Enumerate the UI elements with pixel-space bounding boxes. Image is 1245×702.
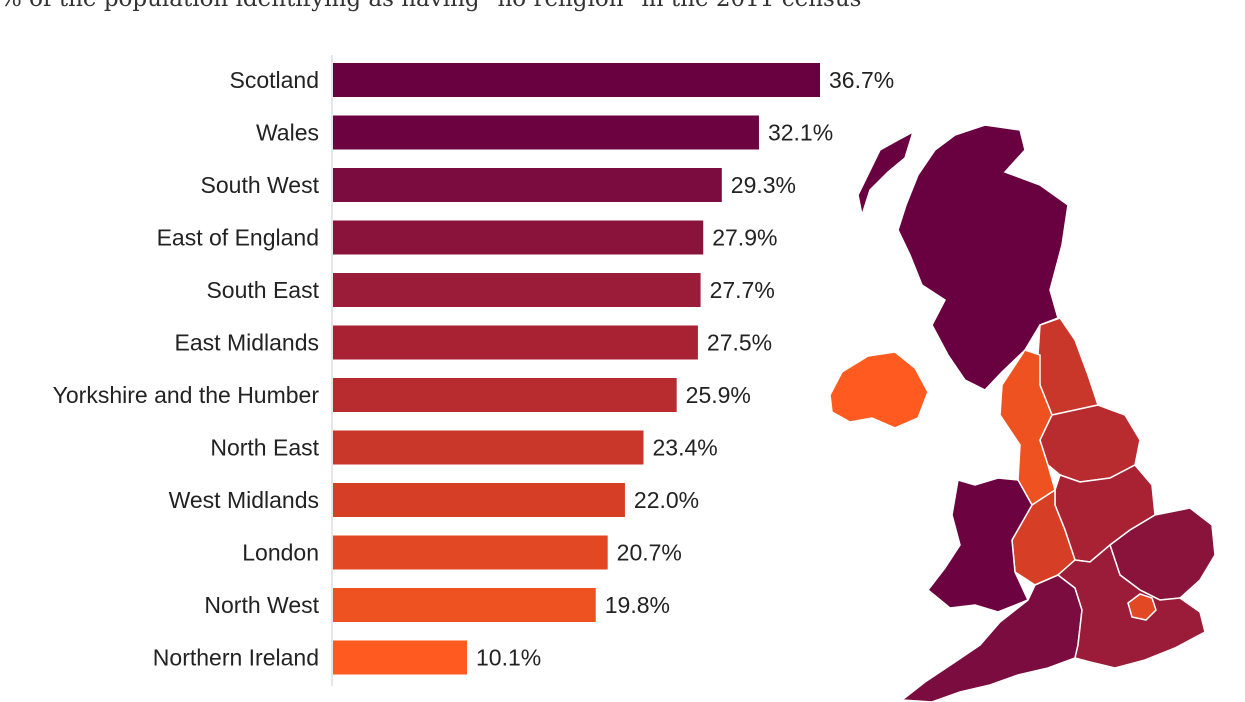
bar — [333, 483, 625, 517]
value-label: 27.7% — [710, 277, 775, 303]
map-region-scotland — [857, 130, 915, 218]
bar-group: Scotland 36.7% Wales 32.1% South West 29.3% Ea… — [53, 63, 894, 675]
bar — [333, 168, 722, 202]
bar — [333, 588, 596, 622]
value-label: 29.3% — [731, 172, 796, 198]
category-label: South West — [201, 172, 320, 198]
chart-subtitle: % of the population identifying as havin… — [0, 0, 861, 12]
value-label: 22.0% — [634, 487, 699, 513]
category-label: South East — [206, 277, 319, 303]
uk-map — [829, 124, 1216, 702]
bar — [333, 378, 677, 412]
bar — [333, 325, 698, 360]
category-label: North West — [204, 592, 319, 618]
category-label: East of England — [157, 225, 319, 251]
category-label: Scotland — [229, 67, 319, 93]
value-label: 36.7% — [829, 67, 894, 93]
map-region-north-east — [1037, 317, 1099, 416]
category-label: Northern Ireland — [153, 645, 319, 671]
value-label: 20.7% — [617, 540, 682, 566]
bar — [333, 115, 759, 150]
map-region-london — [1127, 593, 1157, 621]
value-label: 23.4% — [653, 435, 718, 461]
value-label: 32.1% — [768, 120, 833, 146]
map-region-wales — [926, 477, 1033, 613]
category-label: Wales — [256, 120, 319, 146]
category-label: East Midlands — [175, 330, 319, 356]
value-label: 19.8% — [605, 592, 670, 618]
bar — [333, 640, 468, 675]
bar — [333, 535, 608, 570]
category-label: North East — [210, 435, 319, 461]
bar — [333, 273, 701, 307]
bar — [333, 430, 644, 465]
category-label: Yorkshire and the Humber — [53, 382, 320, 408]
value-label: 27.9% — [712, 225, 777, 251]
category-label: West Midlands — [169, 487, 319, 513]
map-region-scotland — [897, 124, 1069, 391]
value-label: 10.1% — [476, 645, 541, 671]
value-label: 25.9% — [686, 382, 751, 408]
category-label: London — [242, 540, 319, 566]
value-label: 27.5% — [707, 330, 772, 356]
map-region-northern-ireland — [829, 351, 929, 429]
bar — [333, 63, 820, 97]
bar — [333, 220, 704, 255]
